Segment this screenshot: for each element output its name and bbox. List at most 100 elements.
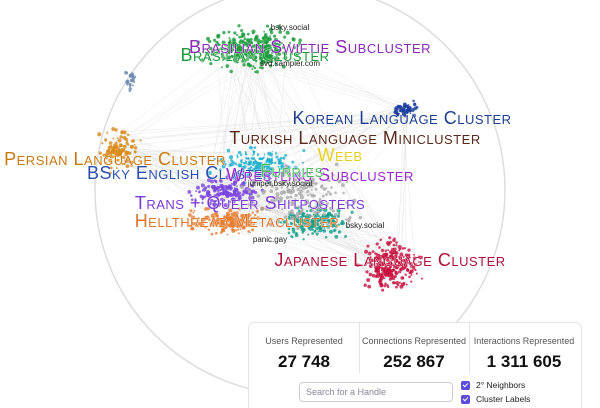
node xyxy=(311,232,314,235)
node xyxy=(139,139,141,141)
node xyxy=(395,244,397,246)
node xyxy=(311,189,313,191)
cluster-label: Trans + Queer Shitposters xyxy=(135,193,365,213)
node xyxy=(386,241,390,245)
node xyxy=(127,134,130,137)
node xyxy=(241,32,245,36)
node xyxy=(398,245,402,249)
node xyxy=(412,100,415,103)
node xyxy=(114,128,117,131)
node xyxy=(402,277,404,279)
node xyxy=(201,183,205,187)
node xyxy=(129,84,131,86)
node xyxy=(266,25,269,28)
node xyxy=(381,272,384,275)
node xyxy=(235,185,238,188)
node xyxy=(112,137,114,139)
node xyxy=(388,236,391,239)
node xyxy=(228,184,232,188)
node xyxy=(212,185,216,189)
node xyxy=(393,237,395,239)
node xyxy=(389,270,391,272)
option[interactable]: 2° Neighbors xyxy=(461,380,525,390)
node xyxy=(233,31,236,34)
node xyxy=(410,274,412,276)
node xyxy=(392,244,395,247)
node xyxy=(364,284,367,287)
node xyxy=(408,276,411,279)
node xyxy=(397,284,400,287)
node xyxy=(131,140,134,143)
node xyxy=(101,142,103,144)
node xyxy=(344,235,347,238)
node xyxy=(380,238,383,241)
node xyxy=(228,31,231,34)
node xyxy=(387,286,389,288)
node xyxy=(384,285,387,288)
node xyxy=(366,245,369,248)
node xyxy=(381,289,384,292)
node xyxy=(220,231,223,234)
option-label: 2° Neighbors xyxy=(476,380,525,390)
node xyxy=(376,242,379,245)
node xyxy=(249,231,251,233)
node xyxy=(359,216,363,220)
node xyxy=(240,29,243,32)
node xyxy=(126,72,128,74)
node xyxy=(109,141,113,145)
node xyxy=(126,80,130,84)
stat-label: Users Represented xyxy=(249,336,359,346)
node xyxy=(221,66,223,68)
node xyxy=(321,184,324,187)
stat-label: Interactions Represented xyxy=(469,336,579,346)
checkbox[interactable] xyxy=(461,395,470,404)
option[interactable]: Cluster Labels xyxy=(461,394,530,404)
node xyxy=(302,231,304,233)
node xyxy=(378,246,381,249)
node xyxy=(375,274,378,277)
node xyxy=(392,281,395,284)
node xyxy=(127,144,129,146)
cluster-label: Korean Language Cluster xyxy=(292,108,511,128)
search-input[interactable]: Search for a Handle xyxy=(299,382,453,402)
node xyxy=(284,154,287,157)
node xyxy=(117,137,119,139)
stat-value: 1 311 605 xyxy=(469,352,579,372)
node xyxy=(395,272,397,274)
node xyxy=(403,282,406,285)
node xyxy=(106,132,108,134)
node xyxy=(104,138,107,141)
node xyxy=(196,186,200,190)
node xyxy=(302,149,305,152)
handle-label: bsky.social xyxy=(271,23,310,32)
node xyxy=(236,34,238,36)
node xyxy=(369,273,373,277)
node xyxy=(288,232,291,235)
node xyxy=(315,188,318,191)
node xyxy=(386,271,389,274)
handle-label: panic.gay xyxy=(253,235,287,244)
node xyxy=(316,232,319,235)
node xyxy=(252,32,254,34)
node xyxy=(416,272,418,274)
cluster-label: Weeb xyxy=(317,145,362,165)
node xyxy=(367,285,371,289)
stat: Interactions Represented 1 311 605 xyxy=(469,323,579,373)
node xyxy=(255,70,258,73)
node xyxy=(251,68,253,70)
checkbox[interactable] xyxy=(461,381,470,390)
node xyxy=(404,273,406,275)
node xyxy=(295,233,299,237)
node xyxy=(330,186,333,189)
node xyxy=(282,156,285,159)
node xyxy=(290,235,293,238)
node xyxy=(372,274,376,278)
node xyxy=(222,31,225,34)
node xyxy=(119,143,123,147)
handle-label: bsky.social xyxy=(346,221,385,230)
node xyxy=(349,216,352,219)
node xyxy=(280,157,282,159)
node xyxy=(131,81,133,83)
node xyxy=(123,136,127,140)
node xyxy=(366,278,370,282)
